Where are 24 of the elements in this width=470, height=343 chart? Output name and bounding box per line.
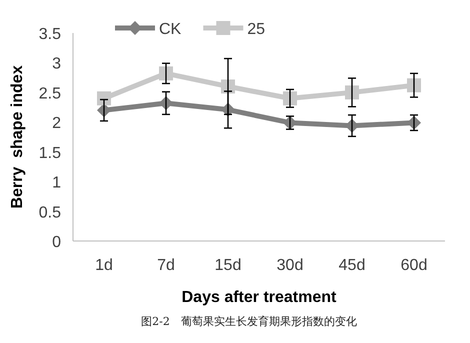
- x-tick-label: 15d: [214, 257, 242, 274]
- x-tick-label: 60d: [400, 257, 428, 274]
- y-tick-label: 0: [52, 234, 62, 251]
- y-tick-label: 0.5: [38, 204, 62, 222]
- caption: 图2-2 葡萄果实生长发育期果形指数的变化: [141, 315, 357, 328]
- x-axis-title: Days after treatment: [182, 289, 338, 306]
- point: [283, 91, 297, 106]
- x-tick-label: 7d: [157, 257, 175, 274]
- point: [97, 91, 111, 106]
- point: [407, 78, 421, 92]
- point: [159, 66, 173, 80]
- x-tick-label: 45d: [338, 257, 366, 274]
- y-tick-label: 1.5: [38, 144, 62, 162]
- x-tick-label: 1d: [95, 257, 113, 274]
- y-tick-label: 3: [52, 56, 62, 73]
- x-tick-label: 30d: [276, 257, 304, 274]
- y-tick-label: 3.5: [38, 26, 62, 43]
- y-tick-label: 2.5: [38, 85, 62, 102]
- y-axis-title: Berry shape index: [9, 65, 26, 209]
- y-tick-label: 1: [52, 174, 62, 192]
- y-tick-label: 2: [52, 115, 62, 132]
- point: [345, 85, 359, 100]
- legend-label: CK: [159, 21, 182, 38]
- legend-label: 25: [247, 21, 266, 38]
